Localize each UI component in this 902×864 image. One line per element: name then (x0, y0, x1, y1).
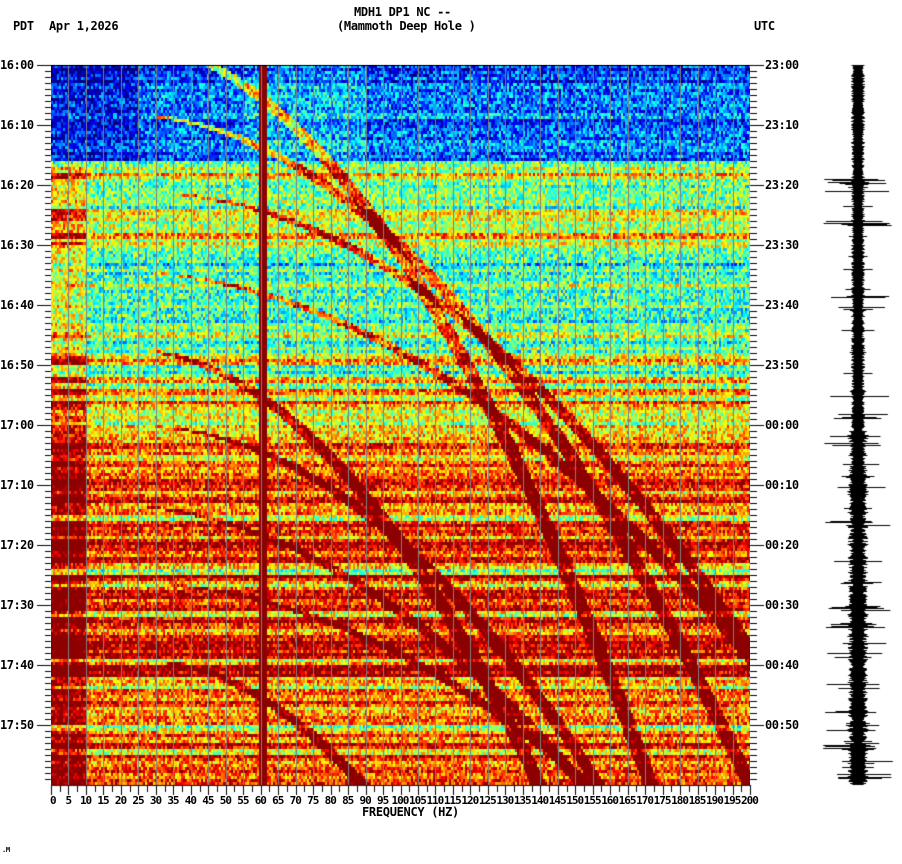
y-right-tick-label: 00:00 (765, 418, 799, 432)
seismogram-trace (815, 62, 895, 787)
x-tick-label: 185 (688, 794, 707, 807)
x-tick-label: 0 (50, 794, 57, 807)
y-left-tick-label: 16:50 (0, 358, 34, 372)
y-right-tick-label: 00:50 (765, 718, 799, 732)
x-tick-label: 95 (377, 794, 389, 807)
x-axis-title: FREQUENCY (HZ) (362, 805, 459, 819)
x-tick-label: 160 (601, 794, 619, 807)
x-tick-label: 150 (566, 794, 584, 807)
x-tick-label: 60 (254, 794, 267, 807)
corner-mark: .M (2, 846, 10, 854)
x-tick-label: 125 (478, 794, 497, 807)
y-right-tick-label: 23:10 (765, 118, 799, 132)
x-tick-label: 35 (167, 794, 179, 807)
y-left-tick-label: 16:10 (0, 118, 34, 132)
x-tick-label: 120 (461, 794, 479, 807)
x-tick-label: 30 (149, 794, 162, 807)
y-left-tick-label: 17:00 (0, 418, 34, 432)
x-tick-label: 80 (324, 794, 337, 807)
y-left-tick-label: 17:20 (0, 538, 34, 552)
y-right-tick-label: 00:40 (765, 658, 799, 672)
x-tick-label: 155 (583, 794, 602, 807)
x-tick-label: 15 (97, 794, 109, 807)
x-tick-label: 85 (342, 794, 354, 807)
x-tick-label: 105 (408, 794, 427, 807)
x-tick-label: 195 (723, 794, 742, 807)
x-tick-label: 200 (741, 794, 759, 807)
x-tick-label: 65 (272, 794, 284, 807)
y-left-tick-label: 17:40 (0, 658, 34, 672)
y-right-tick-label: 23:40 (765, 298, 799, 312)
y-left-tick-label: 17:30 (0, 598, 34, 612)
y-left-tick-label: 17:10 (0, 478, 34, 492)
x-tick-label: 180 (671, 794, 689, 807)
x-tick-label: 175 (653, 794, 672, 807)
x-tick-label: 45 (202, 794, 214, 807)
x-tick-label: 20 (114, 794, 127, 807)
x-tick-label: 130 (496, 794, 514, 807)
x-tick-label: 25 (132, 794, 144, 807)
x-tick-label: 100 (391, 794, 410, 807)
x-tick-label: 170 (636, 794, 654, 807)
x-tick-label: 40 (184, 794, 197, 807)
x-tick-label: 10 (79, 794, 92, 807)
x-tick-label: 140 (531, 794, 549, 807)
x-tick-label: 145 (548, 794, 567, 807)
y-right-tick-label: 23:00 (765, 58, 799, 72)
x-tick-label: 110 (426, 794, 444, 807)
y-left-tick-label: 16:40 (0, 298, 34, 312)
y-right-tick-label: 23:50 (765, 358, 799, 372)
y-right-tick-label: 23:30 (765, 238, 799, 252)
x-tick-label: 5 (65, 794, 72, 807)
x-tick-label: 55 (237, 794, 249, 807)
y-right-tick-label: 00:10 (765, 478, 799, 492)
y-right-tick-label: 00:20 (765, 538, 799, 552)
x-tick-label: 75 (307, 794, 319, 807)
x-tick-label: 135 (513, 794, 532, 807)
x-tick-label: 70 (289, 794, 302, 807)
x-tick-label: 165 (618, 794, 637, 807)
y-left-tick-label: 16:00 (0, 58, 34, 72)
x-tick-label: 50 (219, 794, 232, 807)
x-tick-label: 115 (443, 794, 462, 807)
y-left-tick-label: 16:20 (0, 178, 34, 192)
x-tick-label: 190 (706, 794, 724, 807)
y-right-tick-label: 23:20 (765, 178, 799, 192)
y-left-tick-label: 17:50 (0, 718, 34, 732)
y-right-tick-label: 00:30 (765, 598, 799, 612)
x-tick-label: 90 (359, 794, 372, 807)
y-left-tick-label: 16:30 (0, 238, 34, 252)
